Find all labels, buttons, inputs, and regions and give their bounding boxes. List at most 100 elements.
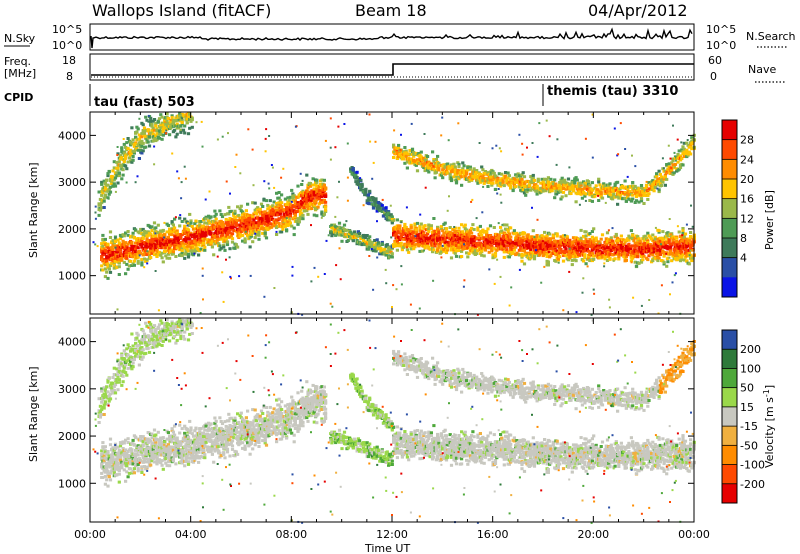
power-cell	[653, 237, 657, 241]
power-cell	[140, 239, 144, 243]
power-cell	[385, 243, 389, 247]
power-cell	[598, 243, 602, 247]
power-cell	[390, 252, 394, 256]
power-cell	[607, 254, 611, 258]
power-cell	[491, 236, 495, 240]
power-cell	[496, 177, 500, 181]
power-cell	[592, 227, 596, 231]
power-cell	[117, 261, 121, 265]
power-cell	[264, 199, 269, 203]
power-cell	[203, 248, 207, 252]
power-cell	[456, 161, 460, 165]
power-cell	[344, 235, 348, 239]
power-cell	[604, 249, 608, 253]
power-cell	[419, 155, 423, 159]
power-cell	[687, 248, 691, 252]
power-cell	[126, 147, 130, 151]
power-cell	[529, 247, 533, 251]
power-cell	[277, 217, 281, 221]
power-cell	[116, 181, 120, 185]
power-cell	[397, 155, 401, 159]
power-cell	[131, 158, 135, 162]
power-cell	[675, 236, 679, 240]
power-cell	[134, 247, 138, 251]
power-cell	[237, 213, 241, 217]
power-cell	[384, 206, 388, 210]
power-cell	[627, 238, 631, 242]
power-cell	[545, 234, 549, 238]
power-cell	[504, 171, 508, 174]
power-cell	[446, 171, 450, 175]
power-cell	[113, 259, 118, 263]
power-cell	[480, 173, 484, 177]
power-cell	[134, 250, 138, 254]
power-cell	[170, 233, 174, 237]
power-cell	[405, 239, 409, 243]
power-cell	[331, 232, 335, 236]
power-cell	[364, 190, 368, 193]
power-cell	[161, 228, 165, 232]
power-cell	[433, 176, 437, 180]
power-cell	[504, 176, 508, 180]
power-cell	[373, 243, 377, 247]
power-cell	[209, 215, 213, 219]
power-cell	[461, 230, 465, 234]
power-cell	[395, 218, 399, 222]
power-cell	[535, 236, 539, 240]
power-cell	[390, 215, 394, 219]
power-cell	[154, 226, 158, 230]
power-cell	[319, 192, 323, 196]
power-cell	[597, 246, 601, 250]
power-cell	[497, 172, 501, 176]
power-cell	[361, 239, 365, 242]
power-cell	[188, 112, 192, 116]
power-cell	[288, 212, 292, 216]
power-cell	[108, 230, 113, 234]
power-cell	[283, 197, 287, 201]
power-cell	[101, 191, 105, 195]
power-cell	[271, 207, 275, 211]
power-cell	[481, 175, 485, 179]
power-cell	[150, 251, 154, 255]
power-cell	[102, 206, 106, 209]
power-cell	[651, 259, 655, 263]
power-cell	[657, 230, 661, 234]
power-cell	[437, 230, 441, 234]
power-cell	[584, 238, 588, 242]
power-cell	[472, 167, 476, 171]
power-cell	[454, 254, 459, 258]
power-cell	[308, 184, 313, 188]
power-cell	[410, 161, 415, 165]
power-cell	[233, 225, 237, 229]
power-cell	[374, 197, 378, 201]
power-cell	[662, 237, 666, 241]
power-cell	[665, 264, 669, 268]
power-cell	[454, 178, 459, 182]
power-cell	[419, 237, 423, 241]
power-cell	[573, 249, 577, 253]
power-cell	[456, 171, 460, 175]
power-cell	[681, 253, 685, 257]
power-cell	[482, 181, 486, 185]
power-cell	[166, 252, 170, 256]
power-cell	[517, 185, 521, 189]
power-cell	[467, 231, 471, 235]
power-cell	[275, 208, 279, 212]
power-cell	[545, 244, 549, 248]
power-cell	[398, 244, 402, 248]
power-cell	[449, 256, 454, 260]
power-cell	[677, 242, 681, 246]
power-cell	[112, 178, 116, 182]
power-cell	[629, 229, 633, 233]
power-cell	[136, 127, 140, 131]
power-cell	[570, 249, 574, 253]
power-cell	[258, 211, 262, 214]
power-cell	[475, 252, 479, 256]
power-cell	[264, 236, 269, 240]
power-cell	[178, 244, 182, 248]
power-cell	[566, 258, 571, 262]
power-cell	[511, 240, 515, 244]
power-cell	[135, 130, 139, 134]
power-cell	[546, 260, 550, 264]
power-cell	[631, 233, 635, 237]
